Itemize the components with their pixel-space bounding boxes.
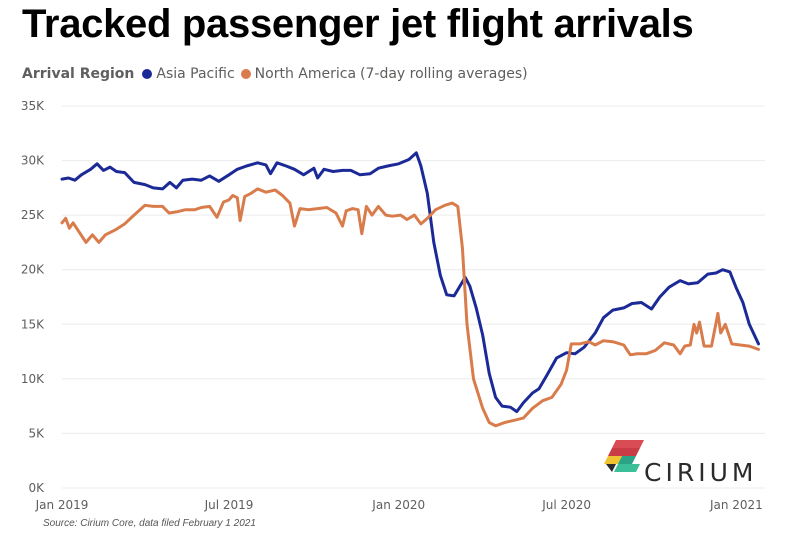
legend-swatch-north-america	[240, 69, 251, 79]
series-line-north-america[interactable]	[60, 187, 760, 428]
brand-name: CIRIUM	[644, 458, 758, 487]
legend-note: (7-day rolling averages)	[360, 66, 528, 82]
x-tick-label: Jan 2021	[709, 498, 763, 512]
legend-label-asia-pacific: Asia Pacific	[156, 66, 235, 82]
y-tick-label: 20K	[21, 263, 45, 277]
y-tick-label: 5K	[28, 426, 45, 440]
cirium-logo-icon	[604, 440, 644, 472]
y-tick-label: 15K	[21, 317, 45, 331]
y-tick-label: 35K	[21, 99, 45, 113]
y-axis: 0K 5K 10K 15K 20K 25K 30K 35K	[21, 99, 45, 495]
chart-title: Tracked passenger jet flight arrivals	[22, 2, 694, 46]
x-tick-label: Jan 2019	[35, 498, 89, 512]
legend: Arrival Region Asia Pacific North Americ…	[22, 66, 528, 82]
x-tick-label: Jul 2019	[204, 498, 254, 512]
series-line-asia-pacific[interactable]	[60, 151, 760, 414]
x-axis: Jan 2019 Jul 2019 Jan 2020 Jul 2020 Jan 2021	[35, 498, 763, 512]
gridlines	[62, 105, 765, 489]
legend-title: Arrival Region	[22, 66, 135, 82]
legend-label-north-america: North America	[254, 66, 357, 82]
x-tick-label: Jan 2020	[371, 498, 425, 512]
legend-item-north-america[interactable]: North America (7-day rolling averages)	[240, 66, 528, 82]
series-lines	[60, 151, 760, 428]
x-tick-label: Jul 2020	[541, 498, 591, 512]
source-note: Source: Cirium Core, data filed February…	[43, 518, 256, 529]
y-tick-label: 30K	[21, 154, 45, 168]
legend-item-asia-pacific[interactable]: Asia Pacific	[142, 66, 235, 82]
y-tick-label: 10K	[21, 372, 45, 386]
y-tick-label: 25K	[21, 208, 45, 222]
y-tick-label: 0K	[28, 481, 45, 495]
legend-swatch-asia-pacific	[142, 69, 153, 79]
